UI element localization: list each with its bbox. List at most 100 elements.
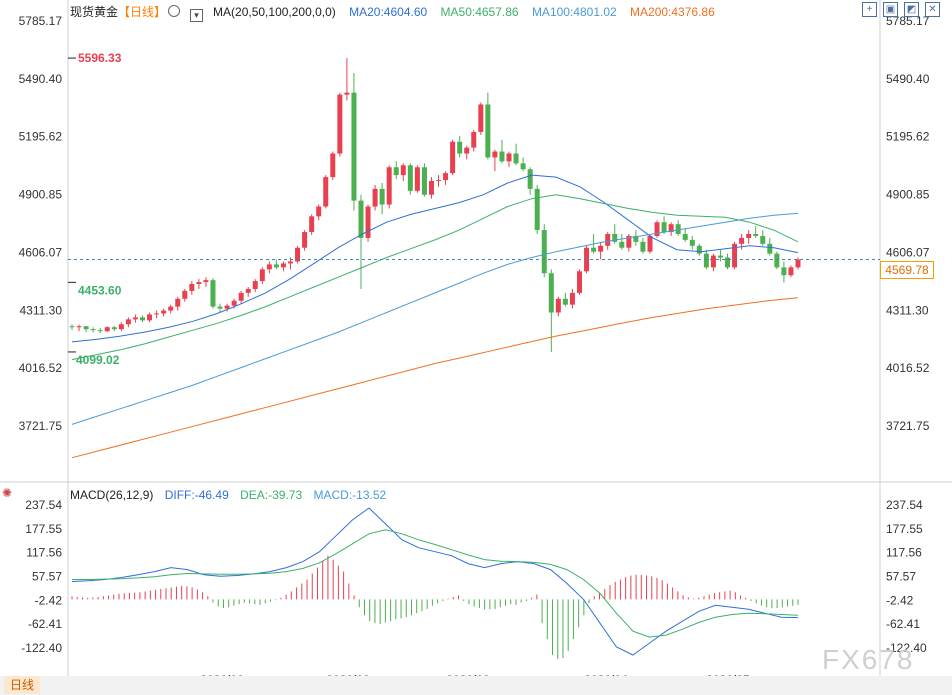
candle-body <box>238 292 244 301</box>
candle-body <box>499 151 505 162</box>
candle-body <box>203 280 209 283</box>
candle-body <box>703 253 709 268</box>
crosshair-icon[interactable]: + <box>862 2 877 17</box>
macd-diff: DIFF:-46.49 <box>164 488 229 502</box>
candle-body <box>280 263 286 268</box>
candle-body <box>161 310 167 314</box>
bottom-bar <box>0 676 952 695</box>
candle-body <box>647 235 653 252</box>
candle-body <box>189 284 195 291</box>
candle-body <box>619 241 625 248</box>
candle-body <box>591 247 597 252</box>
candle-body <box>83 326 89 330</box>
ma-line-ma20 <box>71 174 799 343</box>
candle-body <box>231 300 237 306</box>
y-tick-left: 4900.85 <box>19 188 63 202</box>
candle-body <box>626 235 632 248</box>
y-tick-right: 5195.62 <box>886 130 930 144</box>
macd-y-tick-right: 57.57 <box>886 570 916 584</box>
y-tick-right: 3721.75 <box>886 419 930 433</box>
candle-body <box>562 298 568 305</box>
candle-body <box>576 271 582 293</box>
macd-header: MACD(26,12,9) DIFF:-46.49 DEA:-39.73 MAC… <box>70 488 394 502</box>
candle-body <box>428 180 434 195</box>
candle-body <box>675 224 681 234</box>
chart-toolbar: + ▣ ◩ ✕ <box>862 2 940 17</box>
candle-body <box>725 257 731 268</box>
candle-body <box>654 222 660 236</box>
candle-body <box>696 245 702 254</box>
candle-body <box>668 224 674 233</box>
y-tick-right: 5785.17 <box>886 14 930 28</box>
ma100-value: MA100:4801.02 <box>531 5 617 19</box>
y-tick-right: 4606.07 <box>886 245 930 259</box>
macd-y-tick-left: 177.55 <box>25 522 62 536</box>
candle-body <box>513 153 519 164</box>
candle-body <box>168 306 174 311</box>
candle-body <box>520 163 526 170</box>
layout-icon[interactable]: ▣ <box>883 2 898 17</box>
candle-body <box>259 269 265 282</box>
candle-body <box>90 329 96 331</box>
macd-line-diff <box>71 507 799 656</box>
candle-body <box>393 167 399 176</box>
candle-body <box>443 173 449 181</box>
candle-body <box>450 141 456 174</box>
candle-body <box>471 131 477 148</box>
candle-body <box>217 306 223 309</box>
high-annotation: 5596.33 <box>78 51 122 65</box>
candle-body <box>252 281 258 289</box>
split-view-icon[interactable]: ◩ <box>904 2 919 17</box>
candle-body <box>457 141 463 154</box>
candle-body <box>739 237 745 244</box>
candle-body <box>210 280 216 307</box>
candle-body <box>710 255 716 268</box>
candle-body <box>266 264 272 270</box>
candle-body <box>104 327 110 332</box>
candle-body <box>640 241 646 252</box>
sun-settings-icon[interactable]: ✺ <box>2 486 13 500</box>
period-label[interactable]: 【日线】 <box>118 5 167 19</box>
settings-circle-icon[interactable] <box>168 5 181 17</box>
candle-body <box>436 180 442 182</box>
candle-body <box>139 317 145 321</box>
candle-body <box>379 188 385 205</box>
y-tick-left: 5490.40 <box>19 72 63 86</box>
indicator-dropdown-icon[interactable]: ▾ <box>190 9 204 22</box>
timeframe-tab[interactable]: 日线 <box>4 676 41 694</box>
candle-body <box>330 153 336 178</box>
y-tick-right: 4311.30 <box>886 303 929 317</box>
candle-body <box>492 151 498 158</box>
candle-body <box>224 305 230 309</box>
candle-body <box>788 267 794 276</box>
candle-body <box>358 200 364 238</box>
candle-body <box>598 245 604 252</box>
recent-low-annotation: 4453.60 <box>78 283 122 297</box>
candle-body <box>302 232 308 248</box>
candle-body <box>421 167 427 195</box>
ma-line-ma100 <box>71 212 799 425</box>
macd-dea: DEA:-39.73 <box>240 488 303 502</box>
candle-body <box>732 243 738 268</box>
candle-body <box>154 313 160 315</box>
candle-body <box>323 177 329 207</box>
macd-y-tick-right: 177.55 <box>886 522 923 536</box>
close-icon[interactable]: ✕ <box>925 2 940 17</box>
y-tick-left: 5785.17 <box>19 14 63 28</box>
candle-body <box>147 314 153 321</box>
y-tick-left: 4016.52 <box>19 361 63 375</box>
candle-body <box>309 216 315 233</box>
chart-header: 现货黄金【日线】 ▾ MA(20,50,100,200,0,0) MA20:4604… <box>70 3 725 22</box>
candle-body <box>386 167 392 205</box>
candle-body <box>661 222 667 233</box>
candle-body <box>414 167 420 191</box>
y-tick-left: 4311.30 <box>20 303 63 317</box>
candle-body <box>506 153 512 162</box>
ma20-value: MA20:4604.60 <box>349 5 428 19</box>
candle-body <box>795 259 801 268</box>
candle-body <box>245 288 251 293</box>
macd-y-tick-right: 237.54 <box>886 498 923 512</box>
y-tick-left: 4606.07 <box>19 245 63 259</box>
candle-body <box>612 233 618 242</box>
